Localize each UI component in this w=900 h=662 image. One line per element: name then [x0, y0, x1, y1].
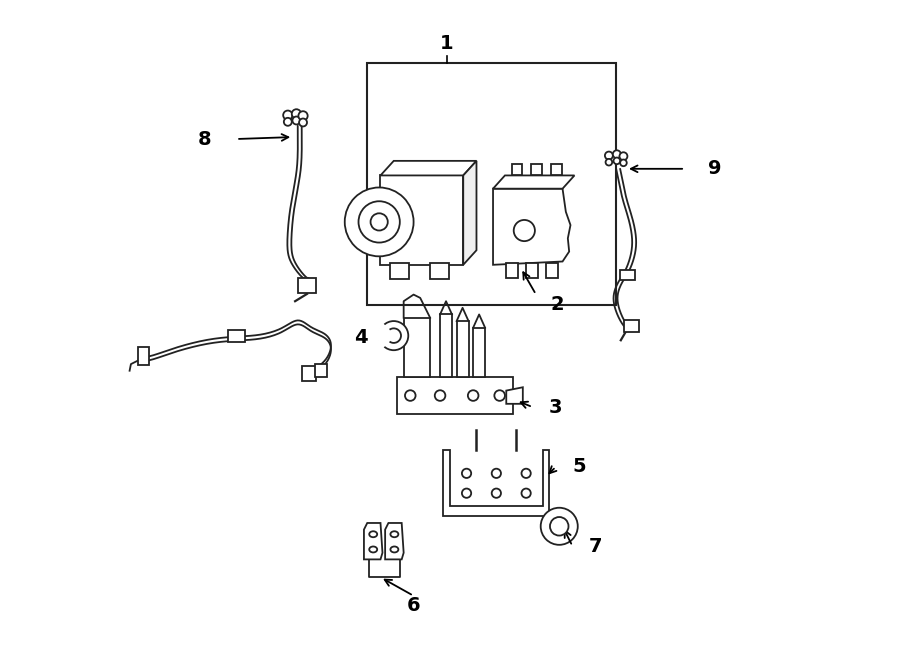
Bar: [315, 364, 327, 377]
Bar: [391, 263, 409, 279]
Circle shape: [284, 111, 292, 120]
Text: 2: 2: [551, 295, 564, 314]
Bar: [546, 263, 558, 278]
Bar: [302, 366, 316, 381]
Text: 9: 9: [708, 160, 722, 178]
Circle shape: [614, 158, 620, 164]
Ellipse shape: [369, 531, 377, 538]
Circle shape: [514, 220, 535, 241]
Ellipse shape: [391, 531, 399, 538]
Circle shape: [521, 489, 531, 498]
Bar: [552, 164, 562, 175]
Circle shape: [521, 469, 531, 478]
Bar: [620, 270, 634, 280]
Circle shape: [299, 111, 308, 120]
Circle shape: [292, 109, 302, 118]
Text: 1: 1: [440, 34, 454, 52]
Bar: [298, 278, 316, 293]
Circle shape: [292, 117, 301, 124]
Circle shape: [550, 517, 569, 536]
Circle shape: [462, 469, 472, 478]
Bar: [138, 347, 149, 365]
Bar: [531, 164, 542, 175]
Circle shape: [613, 150, 621, 158]
Bar: [624, 320, 639, 332]
Circle shape: [435, 391, 446, 401]
Bar: [430, 263, 449, 279]
Circle shape: [468, 391, 479, 401]
Bar: [404, 318, 430, 377]
Bar: [367, 63, 616, 305]
Circle shape: [619, 152, 627, 160]
Circle shape: [491, 489, 501, 498]
Circle shape: [345, 187, 414, 256]
Circle shape: [405, 391, 416, 401]
Circle shape: [358, 201, 400, 242]
Polygon shape: [385, 523, 404, 559]
Polygon shape: [493, 189, 571, 265]
Ellipse shape: [369, 547, 377, 552]
Text: 7: 7: [589, 537, 602, 555]
Circle shape: [605, 152, 613, 160]
Circle shape: [371, 213, 388, 230]
Circle shape: [606, 159, 612, 166]
Circle shape: [284, 118, 292, 126]
Ellipse shape: [391, 547, 399, 552]
Bar: [473, 328, 485, 377]
Text: 4: 4: [354, 328, 367, 347]
Circle shape: [494, 391, 505, 401]
Bar: [440, 314, 452, 377]
Bar: [507, 263, 518, 278]
Circle shape: [541, 508, 578, 545]
Circle shape: [462, 489, 472, 498]
Bar: [511, 164, 522, 175]
Bar: [229, 330, 245, 342]
Bar: [526, 263, 538, 278]
Polygon shape: [493, 175, 574, 189]
Text: 8: 8: [198, 130, 212, 148]
Polygon shape: [444, 450, 549, 516]
Text: 6: 6: [407, 596, 420, 615]
Polygon shape: [364, 523, 382, 559]
Text: 5: 5: [572, 457, 586, 476]
Bar: [397, 377, 513, 414]
Bar: [456, 321, 469, 377]
Polygon shape: [464, 161, 476, 265]
Circle shape: [299, 118, 307, 126]
Circle shape: [379, 321, 409, 350]
Text: 3: 3: [549, 398, 562, 416]
Bar: [381, 175, 464, 265]
Polygon shape: [381, 161, 476, 175]
Polygon shape: [507, 387, 523, 404]
Circle shape: [491, 469, 501, 478]
Circle shape: [620, 160, 626, 166]
